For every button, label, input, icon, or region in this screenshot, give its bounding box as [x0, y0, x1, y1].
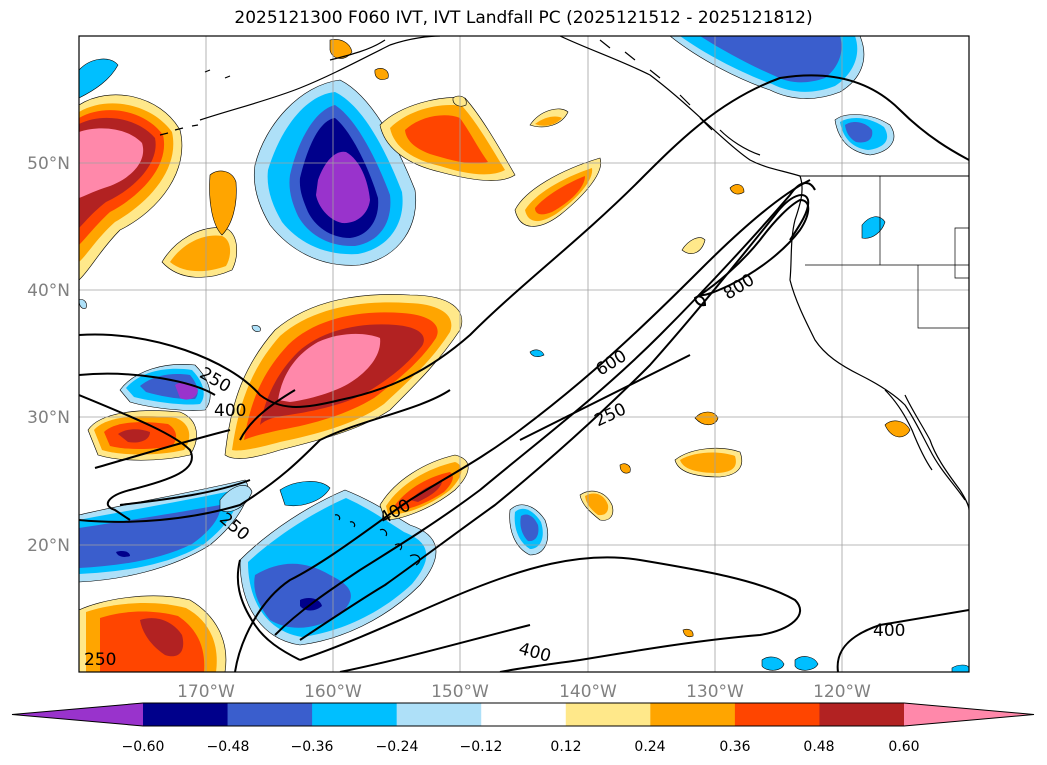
map-gridlines	[79, 36, 969, 672]
contour-600	[299, 194, 810, 641]
colorbar-segment	[143, 703, 229, 726]
contour-400-core	[274, 182, 816, 636]
colorbar-segment	[396, 703, 482, 726]
lon-label: 120°W	[813, 682, 871, 702]
latitude-labels: 50°N 40°N 30°N 20°N	[27, 154, 70, 556]
lon-label: 130°W	[686, 682, 744, 702]
colorbar-segment	[565, 703, 651, 726]
lon-label: 150°W	[431, 682, 489, 702]
colorbar-tick-label: 0.12	[550, 739, 581, 755]
map-title: 2025121300 F060 IVT, IVT Landfall PC (20…	[234, 8, 813, 28]
lon-label: 160°W	[304, 682, 362, 702]
colorbar-extend-max	[904, 703, 1034, 726]
colorbar	[11, 702, 1035, 727]
map-frame	[78, 35, 970, 673]
colorbar-segment	[312, 703, 398, 726]
colorbar-segment	[481, 703, 567, 726]
colorbar-tick-label: −0.24	[376, 739, 419, 755]
contour-400-main	[79, 394, 193, 521]
contour-label: 400	[873, 621, 905, 641]
coastlines	[159, 36, 969, 566]
contour-800	[697, 198, 810, 297]
map-background	[79, 36, 969, 672]
colorbar-segment	[227, 703, 313, 726]
colorbar-segment	[650, 703, 736, 726]
colorbar-segment	[734, 703, 820, 726]
colorbar-extend-min	[12, 703, 143, 726]
contour-label: 250	[84, 650, 116, 670]
contour-250-main	[79, 74, 969, 408]
colorbar-tick-label: −0.60	[122, 739, 165, 755]
ivt-filled-contours	[79, 36, 969, 672]
longitude-labels: 170°W 160°W 150°W 140°W 130°W 120°W	[177, 682, 871, 702]
ivt-line-contours	[79, 74, 969, 672]
colorbar-tick-label: 0.24	[634, 739, 665, 755]
lat-label: 20°N	[27, 536, 70, 556]
colorbar-tick-label: −0.36	[291, 739, 334, 755]
colorbar-tick-label: −0.12	[460, 739, 503, 755]
colorbar-tick-label: −0.48	[207, 739, 250, 755]
colorbar-tick-label: 0.60	[888, 739, 919, 755]
colorbar-tick-labels: −0.60 −0.48 −0.36 −0.24 −0.12 0.12 0.24 …	[122, 739, 920, 755]
colorbar-tick-label: 0.48	[803, 739, 834, 755]
colorbar-tick-label: 0.36	[719, 739, 750, 755]
lat-label: 50°N	[27, 154, 70, 174]
colorbar-outline	[11, 702, 1035, 727]
colorbar-segment	[819, 703, 905, 726]
lat-label: 40°N	[27, 281, 70, 301]
contour-label: 400	[214, 401, 246, 421]
lat-label: 30°N	[27, 408, 70, 428]
lon-label: 170°W	[177, 682, 235, 702]
lon-label: 140°W	[559, 682, 617, 702]
